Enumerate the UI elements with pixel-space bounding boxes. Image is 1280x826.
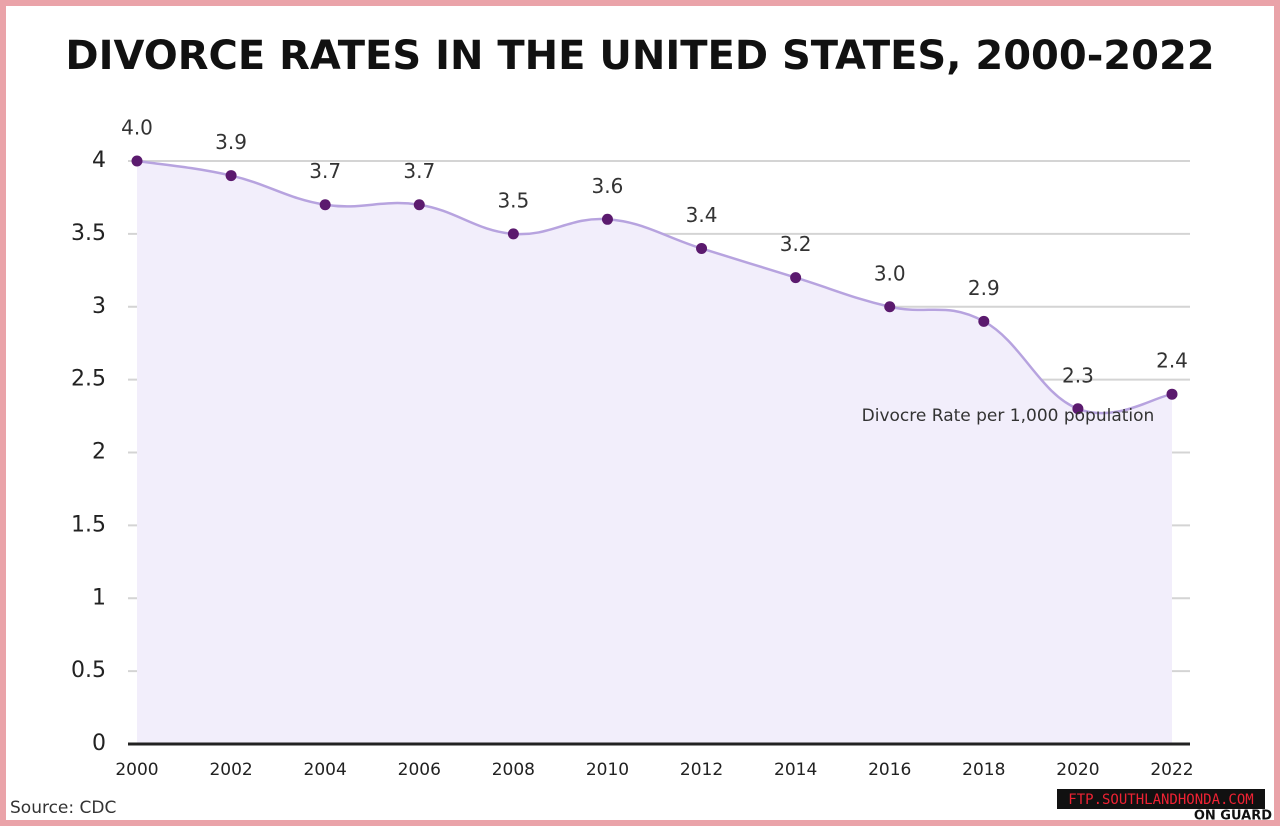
y-tick-label: 4 xyxy=(92,148,106,173)
value-label: 3.7 xyxy=(309,159,341,183)
x-tick-label: 2014 xyxy=(774,760,817,780)
value-label: 3.7 xyxy=(403,159,435,183)
watermark-bg xyxy=(1057,789,1265,809)
point xyxy=(225,170,237,182)
point xyxy=(1166,388,1178,400)
point xyxy=(601,213,613,225)
value-label: 2.4 xyxy=(1156,349,1188,373)
value-label: 4.0 xyxy=(121,116,153,140)
source: Source: CDC xyxy=(10,798,116,818)
x-tick-label: 2004 xyxy=(304,760,347,780)
value-label: 3.6 xyxy=(592,174,624,198)
plot-area: 0 0.5 1 1.5 2 2.5 3 3.5 4 4.0 3.9 3.7 3.7 3.5 3.6 3.4 3.… xyxy=(71,116,1194,781)
point xyxy=(1072,403,1084,415)
point xyxy=(131,155,143,167)
area xyxy=(137,161,1172,744)
point xyxy=(507,228,519,240)
value-label: 3.2 xyxy=(780,232,812,256)
line xyxy=(136,159,1173,415)
x-tick-label: 2022 xyxy=(1150,760,1193,780)
point xyxy=(884,301,896,313)
x-tick-label: 2002 xyxy=(209,760,252,780)
value-label: 3.0 xyxy=(874,261,906,285)
point xyxy=(696,242,708,254)
series-label: Divocre Rate per 1,000 population xyxy=(862,406,1155,426)
logo: ON GUARD xyxy=(1194,809,1272,824)
y-tick-label: 2 xyxy=(92,440,106,465)
x-tick-label: 2010 xyxy=(586,760,629,780)
chart-title: DIVORCE RATES IN THE UNITED STATES, 2000… xyxy=(65,33,1214,79)
y-tick-label: 2.5 xyxy=(71,367,106,392)
y-tick-label: 3.5 xyxy=(71,221,106,246)
value-label: 3.4 xyxy=(686,203,718,227)
x-tick-label: 2012 xyxy=(680,760,723,780)
watermark: FTP.SOUTHLANDHONDA.COM xyxy=(1068,792,1253,808)
point xyxy=(319,199,331,211)
x-tick-label: 2008 xyxy=(492,760,535,780)
point xyxy=(413,199,425,211)
y-tick-label: 0 xyxy=(92,731,106,756)
value-label: 2.3 xyxy=(1062,363,1094,387)
x-tick-label: 2018 xyxy=(962,760,1005,780)
x-tick-label: 2020 xyxy=(1056,760,1099,780)
point xyxy=(978,315,990,327)
x-tick-label: 2000 xyxy=(115,760,158,780)
y-tick-label: 1 xyxy=(92,585,106,610)
value-label: 2.9 xyxy=(968,276,1000,300)
y-tick-label: 1.5 xyxy=(71,512,106,537)
y-tick-label: 0.5 xyxy=(71,658,106,683)
point xyxy=(790,272,802,284)
x-tick-label: 2016 xyxy=(868,760,911,780)
value-label: 3.9 xyxy=(215,130,247,154)
value-label: 3.5 xyxy=(497,188,529,212)
x-tick-label: 2006 xyxy=(398,760,441,780)
y-tick-label: 3 xyxy=(92,294,106,319)
